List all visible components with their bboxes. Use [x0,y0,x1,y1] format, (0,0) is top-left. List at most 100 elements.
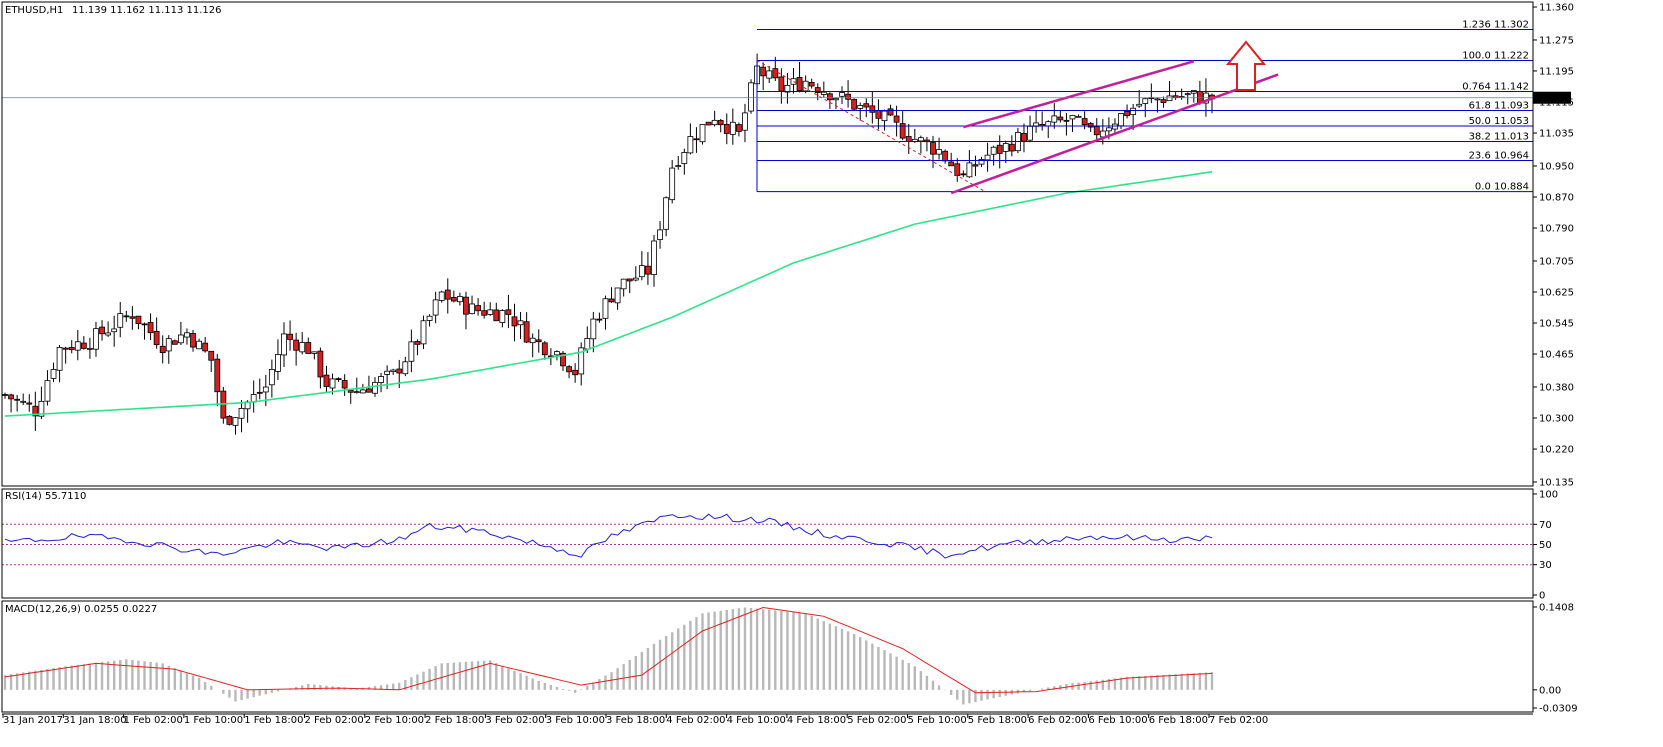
bear-candle-body [1063,119,1070,122]
bear-candle-body [347,389,354,393]
time-tick-label: 2 Feb 02:00 [305,715,364,726]
candle [978,156,985,168]
time-tick-label: 1 Feb 10:00 [184,715,243,726]
bear-candle-body [736,124,742,132]
bull-candle-body [742,112,748,131]
fib-anchor-line [756,60,986,193]
bear-candle-body [171,340,178,345]
candle [299,332,306,355]
fib-level-label: 23.6 10.964 [1469,151,1529,162]
price-tick-label: 11.360 [1539,3,1574,14]
fib-level-label: 0.0 10.884 [1475,182,1529,193]
fib-level-label: 61.8 11.093 [1469,101,1529,112]
candle [208,350,215,372]
macd-tick-label: 0.00 [1539,685,1561,696]
bear-candle-body [942,150,949,162]
bull-candle-body [372,382,378,394]
candle [1142,97,1149,118]
bear-candle-body [1057,116,1064,121]
candle [99,320,105,341]
price-tick-label: 10.790 [1539,224,1574,235]
macd-signal-line [4,606,1213,694]
bull-candle-body [329,378,336,389]
candle [857,102,864,121]
candle [390,368,397,375]
price-tick-label: 10.545 [1539,319,1574,330]
bear-candle-body [335,378,342,380]
candle [232,417,239,435]
fib-level-label: 1.236 11.302 [1462,19,1529,30]
candle [456,292,463,306]
bear-candle-body [147,322,154,334]
bear-candle-body [493,309,500,322]
time-tick-label: 3 Feb 02:00 [485,715,544,726]
bull-candle-body [669,167,676,201]
bull-candle-body [1105,127,1112,132]
bull-candle-body [657,229,663,241]
price-tick-label: 10.465 [1539,350,1574,361]
candle [760,62,767,91]
candle [699,124,706,145]
candle [614,287,621,310]
candle [359,383,366,394]
symbol-label: ETHUSD,H1 [5,5,63,16]
candle [632,266,639,282]
candle [408,329,415,373]
bull-candle-body [820,91,827,95]
candle [1124,104,1130,119]
bear-candle-body [444,289,451,300]
bear-candle-body [226,415,233,425]
bear-candle-body [141,323,148,326]
bull-candle-body [165,338,172,352]
candle [74,330,81,361]
moving-average-line [4,171,1213,417]
bull-candle-body [20,400,27,403]
candle [638,251,645,281]
candle [50,362,57,383]
bear-candle-body [693,138,700,141]
time-tick-label: 6 Feb 10:00 [1088,715,1147,726]
fib-level-label: 100.0 11.222 [1462,51,1529,62]
candle [153,317,160,349]
candle [705,121,712,126]
candle [517,311,524,339]
candle [996,135,1003,169]
bear-candle-body [930,142,936,155]
candle [93,321,99,357]
bear-candle-body [32,405,39,417]
candle [663,196,670,237]
time-tick-label: 7 Feb 02:00 [1209,715,1268,726]
bull-candle-body [1045,121,1052,127]
bear-candle-body [796,76,803,91]
bull-candle-body [390,369,397,373]
candle [742,103,748,143]
candle [493,302,500,322]
bull-candle-body [196,340,202,350]
candle [748,79,754,114]
candle [554,350,560,361]
candle [129,306,136,330]
bull-candle-body [638,265,645,278]
candle [523,312,530,344]
candle [87,337,93,359]
bull-candle-body [268,369,275,386]
bull-candle-body [487,309,494,315]
bear-candle-body [1160,99,1167,103]
candle [463,291,469,330]
candle [966,150,973,178]
time-tick-label: 31 Jan 2017 [3,715,63,726]
candle [426,314,433,327]
candle [784,72,791,104]
candle [881,109,888,131]
bull-candle-body [408,341,415,362]
bull-candle-body [766,70,773,79]
bear-candle-body [826,93,833,101]
candle [14,394,21,412]
candle [487,302,494,316]
candle [353,377,360,394]
rsi-tick-label: 50 [1539,540,1552,551]
candle [990,145,997,166]
candle [578,342,585,386]
bull-candle-body [1069,114,1076,120]
bear-candle-body [341,380,348,389]
